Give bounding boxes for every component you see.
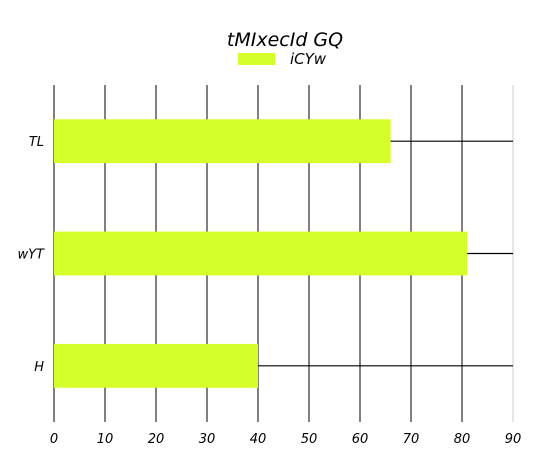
chart-title: tMIxecId GQ xyxy=(227,29,343,51)
legend-label: iCYw xyxy=(290,50,327,68)
x-axis-tick-labels: 0 10 20 30 40 50 60 70 80 90 xyxy=(50,432,521,447)
x-tick-label-90: 90 xyxy=(505,432,522,447)
x-tick-label-50: 50 xyxy=(301,432,318,447)
bar-TL xyxy=(54,119,391,164)
y-tick-label-TL: TL xyxy=(29,135,44,150)
legend: iCYw xyxy=(238,50,327,68)
x-tick-label-10: 10 xyxy=(97,432,114,447)
x-tick-label-80: 80 xyxy=(454,432,471,447)
y-tick-label-H: H xyxy=(34,360,44,375)
x-tick-label-60: 60 xyxy=(352,432,369,447)
y-axis-tick-labels: TL wYT H xyxy=(17,135,45,375)
y-tick-label-wYT: wYT xyxy=(17,248,45,263)
legend-swatch xyxy=(238,53,275,65)
bar-wYT xyxy=(54,231,468,276)
bar-extension-lines xyxy=(258,140,513,367)
x-tick-label-20: 20 xyxy=(148,432,165,447)
bar-H xyxy=(54,343,258,388)
bars xyxy=(54,119,468,388)
x-tick-label-30: 30 xyxy=(199,432,216,447)
x-tick-label-40: 40 xyxy=(250,432,267,447)
x-tick-label-0: 0 xyxy=(50,432,58,447)
x-tick-label-70: 70 xyxy=(403,432,420,447)
